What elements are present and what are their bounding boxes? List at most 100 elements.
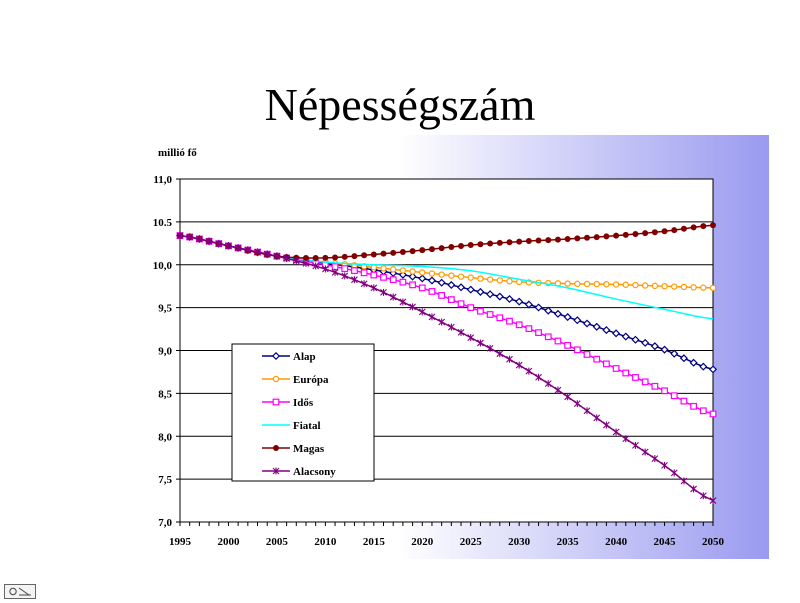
x-tick-label: 2015: [363, 536, 386, 548]
data-point: [408, 272, 417, 281]
data-point: [651, 382, 659, 390]
data-point: [292, 257, 300, 265]
data-point: [496, 350, 504, 358]
data-point: [427, 276, 437, 285]
data-point: [593, 414, 601, 422]
data-point: [448, 244, 455, 251]
data-point: [679, 354, 688, 363]
data-point: [593, 355, 601, 363]
data-point: [506, 278, 513, 285]
data-point: [554, 337, 562, 345]
y-tick-label: 9,0: [158, 346, 172, 358]
x-tick-label: 2005: [266, 536, 289, 548]
data-point: [370, 251, 377, 258]
data-point: [680, 283, 688, 291]
data-point: [380, 250, 387, 257]
data-point: [709, 284, 717, 292]
y-tick-label: 10,0: [153, 260, 173, 272]
data-point: [564, 280, 571, 287]
legend-label: Magas: [293, 443, 325, 455]
data-point: [690, 224, 697, 231]
data-point: [650, 342, 659, 351]
data-point: [389, 293, 397, 301]
data-point: [535, 237, 542, 244]
navigation-icon[interactable]: [4, 584, 36, 599]
data-point: [418, 284, 426, 292]
series-alacsony: [176, 232, 717, 505]
data-point: [602, 326, 611, 335]
data-point: [360, 269, 368, 277]
data-point: [225, 242, 232, 250]
data-point: [612, 365, 620, 372]
data-point: [409, 268, 416, 275]
data-point: [563, 313, 572, 322]
data-point: [419, 269, 426, 276]
data-point: [700, 223, 707, 230]
data-point: [419, 247, 426, 254]
data-point: [195, 235, 203, 243]
data-point: [708, 365, 718, 374]
data-point: [670, 349, 679, 358]
data-point: [341, 265, 349, 273]
data-point: [322, 254, 329, 261]
data-point: [428, 270, 436, 277]
data-point: [263, 250, 271, 258]
y-tick-label: 8,5: [158, 388, 172, 400]
data-point: [186, 233, 194, 241]
data-point: [380, 265, 387, 272]
x-tick-label: 2010: [314, 536, 337, 548]
legend-label: Alacsony: [293, 466, 336, 478]
x-tick-label: 2030: [508, 536, 531, 548]
data-point: [564, 393, 572, 401]
data-point: [583, 351, 591, 358]
data-point: [215, 240, 223, 248]
y-tick-label: 11,0: [153, 174, 172, 186]
data-point: [332, 254, 339, 261]
data-point: [582, 319, 592, 328]
data-point: [496, 239, 503, 246]
data-point: [486, 276, 494, 283]
data-point: [525, 325, 533, 333]
data-point: [273, 445, 279, 451]
data-point: [680, 397, 688, 405]
data-point: [710, 222, 716, 229]
legend-item-európa: Európa: [262, 374, 329, 386]
data-point: [486, 311, 494, 318]
data-point: [602, 360, 610, 368]
data-point: [699, 492, 707, 500]
legend-label: Európa: [293, 374, 329, 386]
x-tick-label: 2045: [654, 536, 677, 548]
data-point: [515, 321, 523, 329]
data-point: [583, 280, 591, 288]
data-point: [584, 234, 591, 241]
data-point: [689, 358, 698, 367]
data-point: [360, 280, 368, 288]
data-point: [409, 303, 416, 311]
data-point: [553, 309, 562, 318]
data-point: [457, 273, 465, 280]
legend-label: Idős: [293, 397, 314, 409]
data-point: [516, 238, 523, 245]
data-point: [272, 375, 280, 383]
data-point: [418, 308, 426, 316]
y-tick-label: 7,0: [158, 517, 172, 529]
x-tick-label: 2040: [605, 536, 628, 548]
data-point: [380, 288, 387, 296]
data-point: [428, 246, 435, 253]
data-point: [593, 280, 600, 288]
data-point: [554, 386, 562, 394]
data-point: [670, 392, 678, 400]
data-point: [651, 455, 659, 463]
data-point: [389, 276, 397, 284]
data-point: [592, 322, 601, 331]
data-point: [176, 232, 184, 240]
data-point: [506, 317, 513, 325]
legend: Alap Európa Idős Fiatal Magas Alacsony: [231, 343, 375, 482]
data-point: [699, 407, 707, 415]
data-point: [321, 265, 329, 273]
data-point: [641, 378, 649, 386]
data-point: [603, 421, 610, 429]
data-point: [544, 333, 552, 341]
data-point: [525, 238, 532, 245]
data-point: [680, 225, 687, 232]
